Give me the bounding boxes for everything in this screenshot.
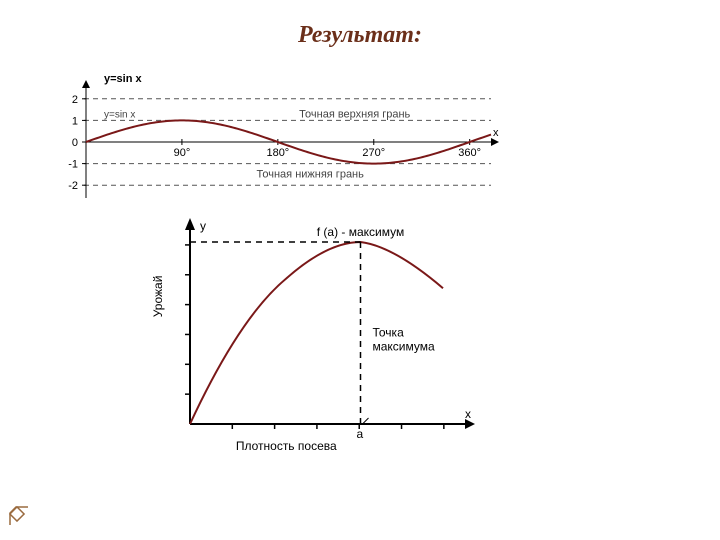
svg-text:y: y	[200, 219, 206, 233]
svg-text:90°: 90°	[174, 147, 191, 159]
svg-text:180°: 180°	[266, 147, 289, 159]
svg-text:Точная нижняя грань: Точная нижняя грань	[257, 169, 365, 181]
svg-text:2: 2	[72, 94, 78, 106]
yield-chart: y x Урожай Плотность посева f (a) - максимум…	[140, 210, 480, 465]
svg-text:1: 1	[72, 115, 78, 127]
sine-chart: -2 -1 0 1 2 90° 180° 270° 360° x y=sin x y=sin x Точ…	[36, 68, 506, 213]
svg-text:Урожай: Урожай	[151, 276, 165, 318]
svg-text:f (a) - максимум: f (a) - максимум	[317, 225, 405, 239]
svg-text:a: a	[357, 427, 364, 441]
svg-text:Точка: Точка	[373, 326, 405, 340]
page-title: Результат:	[0, 22, 720, 49]
svg-text:Плотность посева: Плотность посева	[236, 439, 337, 453]
svg-text:x: x	[493, 127, 499, 139]
svg-text:360°: 360°	[458, 147, 481, 159]
svg-text:270°: 270°	[362, 147, 385, 159]
svg-text:-1: -1	[68, 159, 78, 171]
svg-text:Точная верхняя грань: Точная верхняя грань	[299, 108, 410, 120]
svg-text:0: 0	[72, 137, 78, 149]
svg-text:максимума: максимума	[373, 340, 436, 354]
corner-decor-icon	[6, 503, 32, 534]
svg-text:-2: -2	[68, 180, 78, 192]
svg-text:x: x	[465, 407, 471, 421]
svg-text:y=sin x: y=sin x	[104, 109, 135, 120]
svg-text:y=sin x: y=sin x	[104, 73, 142, 85]
